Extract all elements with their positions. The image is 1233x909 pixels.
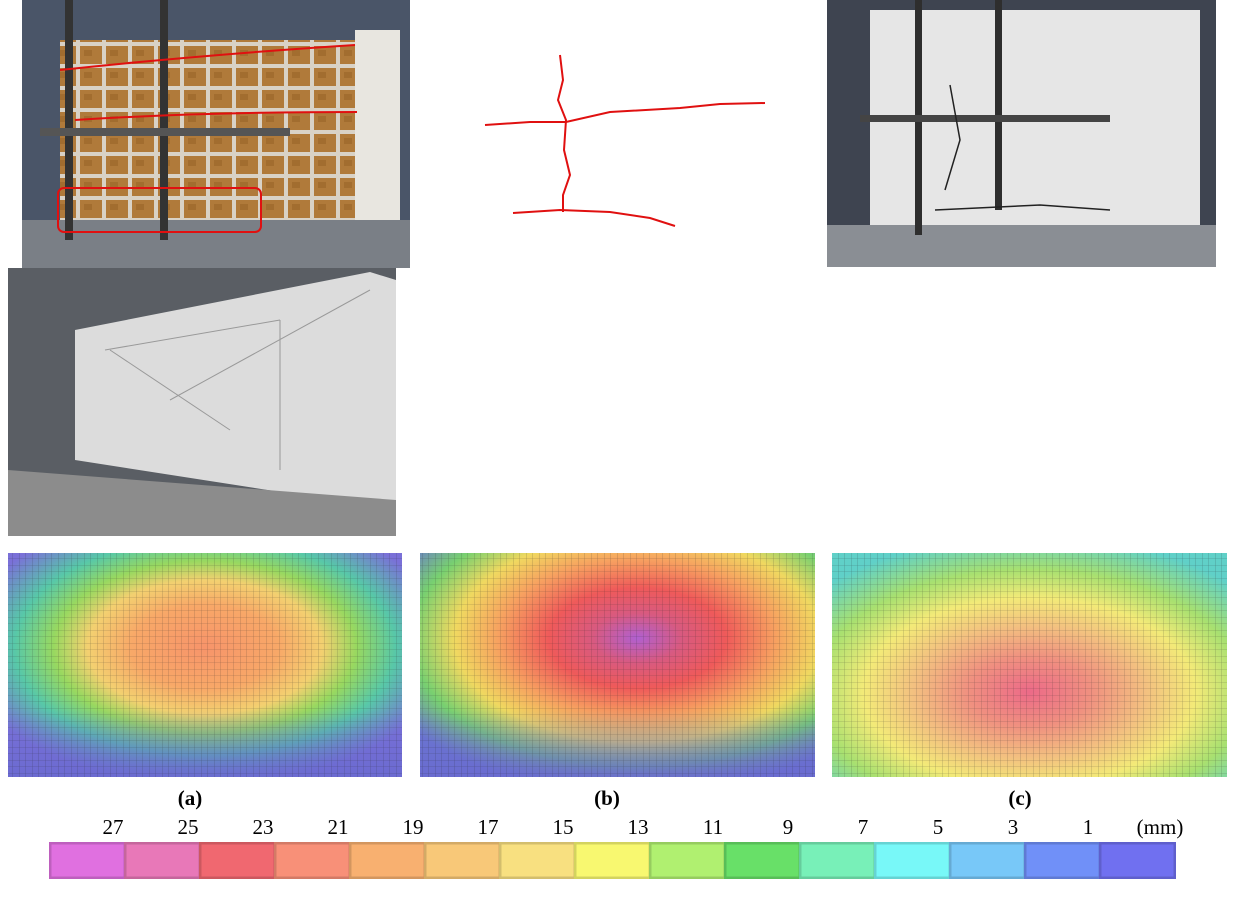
legend-swatch-fill	[577, 845, 649, 877]
photo-plastered-wall	[827, 0, 1216, 267]
color-legend: 27 25 23 21 19 17 15 13 11 9 7 5 3 1 (mm)	[50, 815, 1183, 878]
legend-label: 3	[1008, 815, 1019, 839]
legend-swatch-fill	[127, 845, 199, 877]
caption: (b)	[594, 786, 620, 810]
legend-swatch-fill	[202, 845, 274, 877]
legend-swatch-fill	[277, 845, 349, 877]
caption: (a)	[178, 786, 203, 810]
photo-wall-grayscale	[8, 268, 396, 536]
contour-a	[8, 553, 402, 777]
legend-swatch-fill	[427, 845, 499, 877]
photo-brick-wall	[22, 0, 410, 268]
legend-label: 15	[553, 815, 574, 839]
legend-swatch-fill	[1027, 845, 1099, 877]
figure: (a) (b) (c) 27 25 23 21 19 17 15 13 11 9 7 5 3 1 (mm)	[0, 0, 1233, 909]
legend-swatch-fill	[1102, 845, 1174, 877]
legend-label: 1	[1083, 815, 1094, 839]
legend-label: 21	[328, 815, 349, 839]
crack-sketch	[485, 55, 765, 226]
legend-unit: (mm)	[1137, 815, 1184, 839]
legend-swatch-fill	[802, 845, 874, 877]
legend-swatch-fill	[52, 845, 124, 877]
contour-c	[832, 553, 1227, 777]
legend-label: 7	[858, 815, 869, 839]
legend-swatch-fill	[502, 845, 574, 877]
legend-swatch-fill	[652, 845, 724, 877]
legend-label: 9	[783, 815, 794, 839]
legend-label: 13	[628, 815, 649, 839]
legend-label: 27	[103, 815, 124, 839]
legend-label: 19	[403, 815, 424, 839]
legend-label: 11	[703, 815, 723, 839]
legend-label: 25	[178, 815, 199, 839]
legend-swatch-fill	[352, 845, 424, 877]
legend-swatch-fill	[952, 845, 1024, 877]
legend-label: 23	[253, 815, 274, 839]
contour-b	[420, 553, 815, 777]
caption: (c)	[1008, 786, 1031, 810]
legend-swatch-fill	[877, 845, 949, 877]
legend-label: 5	[933, 815, 944, 839]
legend-swatch-fill	[727, 845, 799, 877]
legend-label: 17	[478, 815, 499, 839]
